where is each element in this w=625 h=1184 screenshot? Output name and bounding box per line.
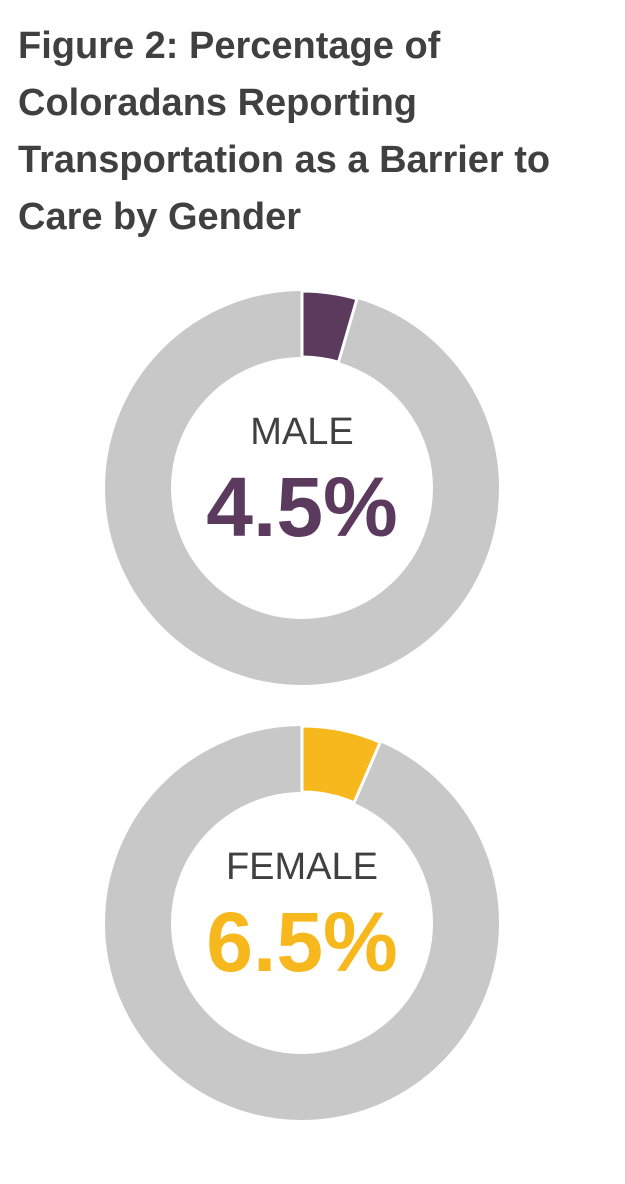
donut-segment <box>300 289 359 365</box>
value-label: 6.5% <box>206 895 397 989</box>
donut-segment <box>300 724 383 805</box>
value-label: 4.5% <box>206 460 397 554</box>
category-label: FEMALE <box>226 846 378 888</box>
category-label: MALE <box>250 411 353 453</box>
chart-title: Figure 2: Percentage of Coloradans Repor… <box>18 25 551 238</box>
